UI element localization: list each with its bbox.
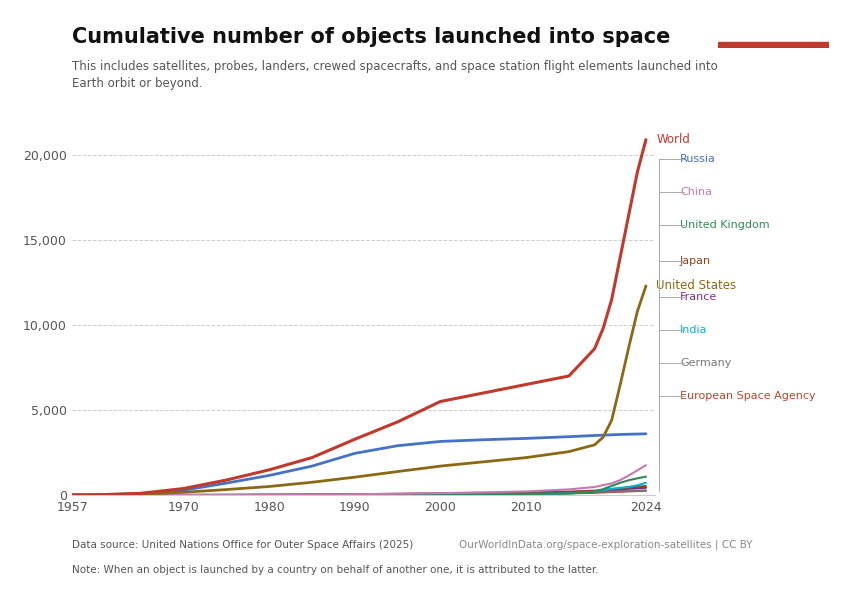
Text: Data source: United Nations Office for Outer Space Affairs (2025): Data source: United Nations Office for O…	[72, 540, 413, 550]
Text: Note: When an object is launched by a country on behalf of another one, it is at: Note: When an object is launched by a co…	[72, 565, 599, 575]
Bar	[718, 42, 829, 48]
Text: Russia: Russia	[680, 154, 716, 164]
Text: OurWorldInData.org/space-exploration-satellites | CC BY: OurWorldInData.org/space-exploration-sat…	[459, 540, 752, 551]
Text: Germany: Germany	[680, 358, 731, 368]
Text: China: China	[680, 187, 712, 197]
Text: Japan: Japan	[680, 256, 711, 266]
Text: This includes satellites, probes, landers, crewed spacecrafts, and space station: This includes satellites, probes, lander…	[72, 60, 718, 90]
Text: Our World
in Data: Our World in Data	[742, 13, 805, 35]
Text: United States: United States	[656, 280, 736, 292]
Text: Cumulative number of objects launched into space: Cumulative number of objects launched in…	[72, 27, 671, 47]
Text: India: India	[680, 325, 707, 335]
Text: European Space Agency: European Space Agency	[680, 391, 816, 401]
Text: World: World	[656, 133, 690, 146]
Text: United Kingdom: United Kingdom	[680, 220, 769, 230]
Text: France: France	[680, 292, 717, 302]
